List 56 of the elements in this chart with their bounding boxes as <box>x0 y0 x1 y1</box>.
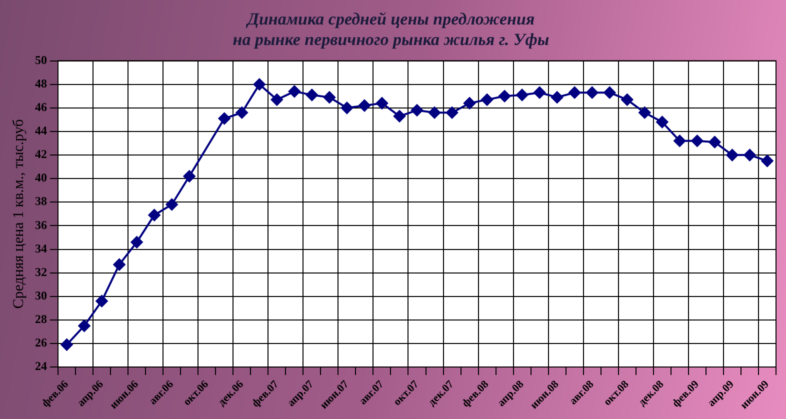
point <box>113 258 126 271</box>
point <box>708 136 721 148</box>
point <box>253 78 266 90</box>
point <box>306 88 318 101</box>
point <box>498 90 511 102</box>
y-tick-label: 40 <box>35 170 47 185</box>
point <box>744 149 756 162</box>
point <box>464 97 476 110</box>
y-tick-label: 30 <box>35 288 47 302</box>
point <box>358 100 370 112</box>
point <box>288 85 300 98</box>
point <box>761 154 774 167</box>
point <box>586 86 598 99</box>
y-tick-label: 32 <box>35 264 47 279</box>
point <box>130 236 143 248</box>
point <box>78 320 90 332</box>
y-tick-label: 48 <box>35 76 47 90</box>
point <box>446 106 458 119</box>
point <box>323 91 336 104</box>
point <box>411 104 423 116</box>
y-tick-label: 26 <box>35 336 47 350</box>
point <box>534 86 546 99</box>
point <box>166 198 178 210</box>
point <box>656 116 668 128</box>
point <box>96 295 108 308</box>
point <box>674 134 686 147</box>
y-axis-title: Средняя цена 1 кв.м., тыс.руб <box>10 118 27 309</box>
y-tick-label: 46 <box>35 100 47 114</box>
point <box>516 88 528 101</box>
y-tick-label: 44 <box>35 124 47 138</box>
y-tick-label: 28 <box>35 312 47 326</box>
y-tick-label: 42 <box>35 147 47 162</box>
point <box>551 91 564 104</box>
point <box>726 149 738 162</box>
point <box>621 94 634 106</box>
point <box>183 170 196 182</box>
point <box>270 94 283 106</box>
point <box>638 106 651 119</box>
point <box>393 110 406 122</box>
point <box>340 102 353 114</box>
point <box>148 209 160 222</box>
y-tick-label: 38 <box>35 194 47 208</box>
y-tick-label: 34 <box>35 241 47 256</box>
y-tick-label: 36 <box>35 218 47 232</box>
y-tick-label: 24 <box>35 359 47 374</box>
point <box>376 97 388 110</box>
point <box>568 86 581 99</box>
point <box>60 338 73 351</box>
point <box>236 106 248 119</box>
point <box>218 112 230 125</box>
point <box>481 94 494 106</box>
y-tick-label: 50 <box>35 52 47 67</box>
point <box>604 86 616 99</box>
chart-title: Динамика средней цены предложения на рынке первичного рынка жилья г. Уфы <box>232 10 550 49</box>
point <box>428 106 441 119</box>
point <box>691 134 704 147</box>
